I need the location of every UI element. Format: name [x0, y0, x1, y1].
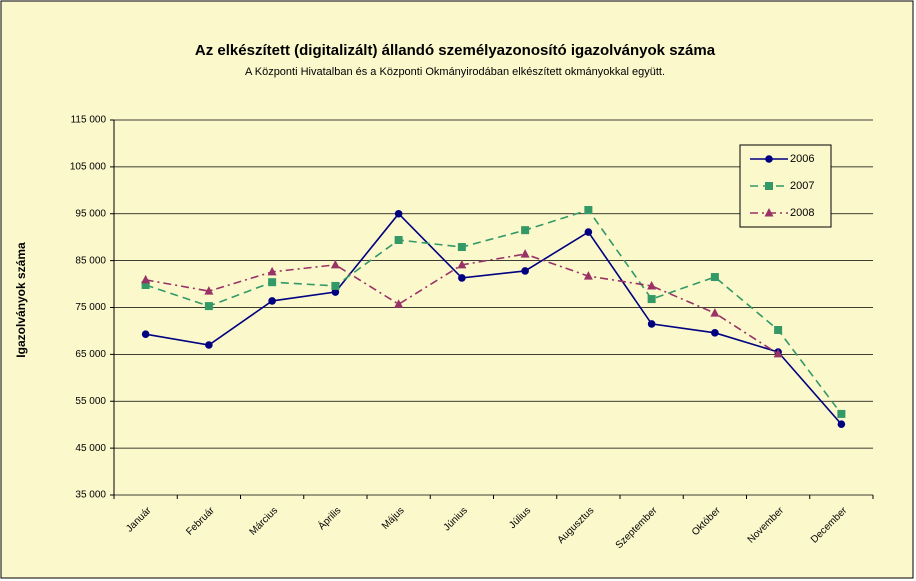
data-point — [268, 278, 277, 287]
series-line — [145, 209, 843, 415]
data-point — [520, 249, 530, 258]
data-point — [458, 274, 466, 282]
y-tick-label: 65 000 — [75, 349, 106, 360]
data-point — [773, 348, 783, 358]
data-point — [647, 320, 656, 328]
data-point — [141, 330, 150, 339]
data-point — [205, 341, 213, 349]
legend-label: 2008 — [790, 207, 814, 219]
data-point — [647, 295, 656, 304]
data-point — [521, 226, 530, 235]
y-tick-label: 115 000 — [71, 115, 107, 126]
legend-label: 2006 — [790, 153, 814, 165]
data-point — [774, 326, 783, 334]
data-point — [711, 329, 719, 337]
data-point — [457, 259, 467, 269]
data-point — [710, 308, 720, 317]
data-point — [521, 267, 529, 275]
chart-subtitle: A Központi Hivatalban és a Központi Okmá… — [245, 66, 665, 78]
data-point — [394, 236, 403, 244]
y-tick-label: 95 000 — [75, 208, 106, 219]
y-tick-label: 35 000 — [75, 490, 106, 501]
data-point — [647, 280, 657, 290]
data-point — [394, 209, 403, 218]
data-point — [141, 274, 151, 284]
y-tick-label: 85 000 — [75, 255, 106, 266]
y-tick-label: 75 000 — [75, 302, 106, 313]
data-point — [141, 281, 150, 289]
legend-label: 2007 — [790, 180, 814, 192]
data-point — [204, 302, 213, 311]
series-line — [145, 212, 842, 425]
data-point — [837, 420, 846, 429]
data-point — [765, 182, 773, 190]
data-point — [331, 281, 340, 290]
data-point — [584, 206, 593, 214]
data-point — [330, 259, 340, 269]
data-point — [837, 409, 846, 418]
data-point — [584, 228, 593, 236]
data-point — [331, 288, 340, 296]
data-point — [764, 208, 774, 217]
data-point — [765, 155, 773, 163]
data-point — [583, 271, 593, 280]
data-point — [204, 286, 214, 295]
chart-title: Az elkészített (digitalizált) állandó sz… — [195, 42, 716, 59]
y-tick-label: 55 000 — [75, 396, 106, 407]
data-point — [394, 299, 404, 308]
data-point — [710, 273, 719, 282]
data-point — [457, 243, 466, 252]
data-point — [268, 297, 276, 305]
data-point — [267, 266, 277, 276]
y-tick-label: 105 000 — [70, 162, 107, 173]
y-axis-label: Igazolványok száma — [14, 242, 28, 358]
y-tick-label: 45 000 — [75, 443, 106, 454]
